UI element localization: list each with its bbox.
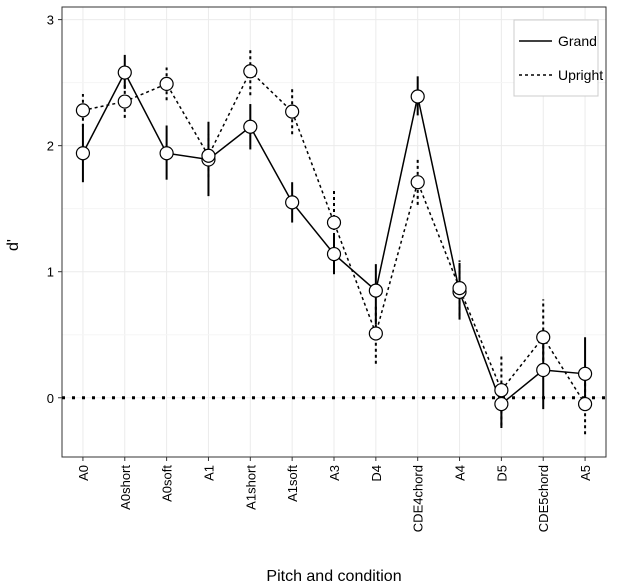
data-point xyxy=(410,175,425,190)
x-tick-label: D4 xyxy=(369,465,384,482)
data-point xyxy=(159,146,174,161)
y-tick-label: 1 xyxy=(47,265,54,280)
legend-label-upright: Upright xyxy=(558,67,603,83)
x-tick-label: A5 xyxy=(578,465,593,481)
data-point xyxy=(536,362,551,378)
series xyxy=(75,47,593,435)
data-point xyxy=(326,246,342,262)
x-tick-label: A4 xyxy=(453,465,468,481)
data-point xyxy=(326,215,342,230)
x-tick-label: A1short xyxy=(243,465,258,510)
legend-label-grand: Grand xyxy=(558,33,597,49)
x-tick-label: A3 xyxy=(327,465,342,481)
y-tick-label: 0 xyxy=(47,391,54,406)
y-axis-title: d' xyxy=(5,239,22,251)
data-point xyxy=(368,283,383,298)
data-point xyxy=(285,104,300,119)
y-axis: 0 1 2 3 xyxy=(47,13,62,406)
legend: Grand Upright xyxy=(513,19,603,97)
data-point xyxy=(243,119,258,134)
data-point xyxy=(536,330,551,345)
data-point xyxy=(368,326,383,341)
x-tick-label: A0short xyxy=(118,465,133,510)
x-tick-label: A1soft xyxy=(285,465,300,502)
x-tick-label: D5 xyxy=(494,465,509,482)
x-tick-label: A0soft xyxy=(160,465,175,502)
x-tick-label: A1 xyxy=(201,465,216,481)
data-point xyxy=(159,76,174,91)
data-point xyxy=(410,89,425,104)
data-point xyxy=(117,94,132,109)
data-point xyxy=(577,396,593,412)
x-axis: A0 A0short A0soft A1 A1short A1soft A3 D4 CDE4ch… xyxy=(76,457,593,532)
data-point xyxy=(243,64,258,79)
x-tick-label: CDE4chord xyxy=(411,465,426,532)
x-tick-label: A0 xyxy=(76,465,91,481)
y-tick-label: 2 xyxy=(47,139,54,154)
legend-box xyxy=(513,19,599,97)
x-axis-title: Pitch and condition xyxy=(266,568,401,585)
data-point xyxy=(75,103,91,118)
data-point xyxy=(452,280,467,296)
x-tick-label: CDE5chord xyxy=(536,465,551,532)
data-point xyxy=(494,396,509,412)
data-point xyxy=(117,65,132,80)
data-point xyxy=(285,195,300,210)
data-point xyxy=(577,366,593,381)
points-upright xyxy=(75,64,593,412)
data-point xyxy=(201,148,216,163)
data-point xyxy=(75,146,91,161)
data-point xyxy=(494,383,509,398)
y-tick-label: 3 xyxy=(47,13,54,28)
